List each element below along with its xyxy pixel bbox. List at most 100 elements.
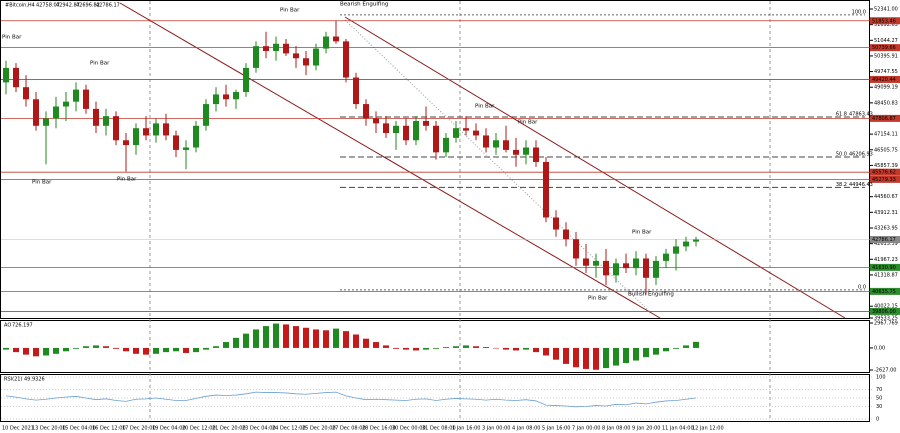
ao-bar: [543, 347, 549, 356]
x-tick-label: 30 Dec 00:00: [392, 426, 426, 432]
x-tick-label: 4 Jan 08:00: [512, 426, 540, 432]
annotation: Pin Bar: [632, 230, 652, 236]
y-tick-label: 45857.39: [874, 163, 898, 169]
ao-bar: [383, 345, 389, 348]
ao-bar: [363, 338, 369, 348]
candle-body: [153, 123, 159, 136]
fib-ratio: 50.0: [836, 151, 847, 157]
fib-price: 47863.43: [849, 112, 873, 118]
level-box: [870, 44, 900, 52]
ao-title: AO: [4, 323, 11, 329]
candle-body: [353, 77, 359, 105]
price-frame: [0, 0, 870, 319]
candle-body: [503, 140, 509, 150]
ao-bar: [313, 329, 319, 348]
ao-bar: [563, 347, 569, 364]
y-tick-label: -2627.00: [874, 368, 896, 374]
candle-body: [173, 135, 179, 150]
x-tick-label: 16 Dec 12:00: [92, 426, 126, 432]
ao-bar: [613, 347, 619, 366]
candle-body: [653, 260, 659, 278]
annotation: Pin Bar: [518, 120, 538, 126]
candle-body: [453, 128, 459, 138]
ao-bar: [33, 347, 39, 357]
y-tick-label: 47154.11: [874, 132, 898, 138]
candle-body: [533, 147, 539, 162]
candle-body: [273, 43, 279, 52]
y-tick-label: 50: [876, 396, 882, 402]
x-tick-label: 13 Dec 20:00: [32, 426, 66, 432]
candle-body: [483, 135, 489, 148]
candle-body: [403, 125, 409, 141]
level-box: [870, 263, 900, 271]
candle-body: [123, 140, 129, 146]
annotation: Pin Bar: [475, 104, 495, 110]
y-tick-label: 50395.91: [874, 53, 898, 59]
y-tick-label: 39533.25: [874, 316, 898, 322]
candle-body: [493, 140, 499, 148]
level-label: 47806.87: [872, 116, 896, 122]
ao-bar: [473, 346, 479, 348]
candle-body: [633, 258, 639, 269]
annotation: Pin Bar: [2, 35, 22, 41]
candle-body: [293, 53, 299, 59]
fib-price: 44946.43: [849, 182, 873, 188]
ao-bar: [63, 347, 69, 352]
y-tick-label: 41318.87: [874, 272, 898, 278]
ao-bar: [203, 347, 209, 350]
ao-value: 726.197: [12, 323, 33, 329]
candle-body: [683, 241, 689, 247]
fib-end-label: 0.0: [858, 284, 866, 290]
candle-body: [623, 263, 629, 269]
ao-bar: [173, 347, 179, 352]
candle-body: [673, 246, 679, 254]
y-tick-label: 43912.31: [874, 210, 898, 216]
ohlc-header: 42942.87: [56, 3, 80, 9]
ao-bar: [463, 345, 469, 348]
ao-bar: [223, 342, 229, 348]
x-tick-label: 5 Jan 16:00: [542, 426, 570, 432]
ao-bar: [403, 347, 409, 350]
ao-bar: [573, 347, 579, 368]
x-tick-label: 3 Jan 00:00: [482, 426, 510, 432]
ao-bar: [503, 347, 509, 350]
candle-body: [693, 239, 699, 242]
ao-bar: [663, 347, 669, 352]
candle-body: [163, 123, 169, 136]
candle-body: [283, 43, 289, 54]
candle-body: [243, 67, 249, 93]
x-tick-label: 10 Dec 2021: [2, 426, 34, 432]
level-box: [870, 75, 900, 83]
ao-bar: [103, 346, 109, 348]
y-tick-label: 49099.19: [874, 85, 898, 91]
x-tick-label: 9 Jan 20:00: [632, 426, 660, 432]
ao-bar: [23, 347, 29, 355]
candle-body: [103, 116, 109, 126]
level-label: 41630.90: [872, 265, 896, 271]
y-tick-label: 40022.15: [874, 304, 898, 310]
candle-body: [643, 258, 649, 278]
annotation: Bullish Engulfing: [628, 292, 674, 298]
ao-bar: [393, 347, 399, 349]
candle-body: [423, 120, 429, 126]
level-box: [870, 175, 900, 183]
ao-bar: [653, 347, 659, 355]
x-tick-label: 24 Dec 12:00: [272, 426, 306, 432]
ao-bar: [133, 347, 139, 354]
ao-bar: [183, 347, 189, 353]
x-tick-label: 23 Dec 04:00: [242, 426, 276, 432]
price-box: [870, 236, 900, 244]
candle-body: [233, 92, 239, 100]
candle-body: [143, 128, 149, 136]
candle-body: [433, 125, 439, 153]
candle-body: [603, 260, 609, 276]
ao-bar: [193, 347, 199, 353]
ao-bar: [433, 347, 439, 349]
level-box: [870, 168, 900, 176]
x-tick-label: 8 Jan 08:00: [602, 426, 630, 432]
candle-body: [393, 125, 399, 134]
ao-bar: [533, 347, 539, 353]
ao-bar: [253, 329, 259, 348]
level-label: 50739.66: [872, 45, 896, 51]
